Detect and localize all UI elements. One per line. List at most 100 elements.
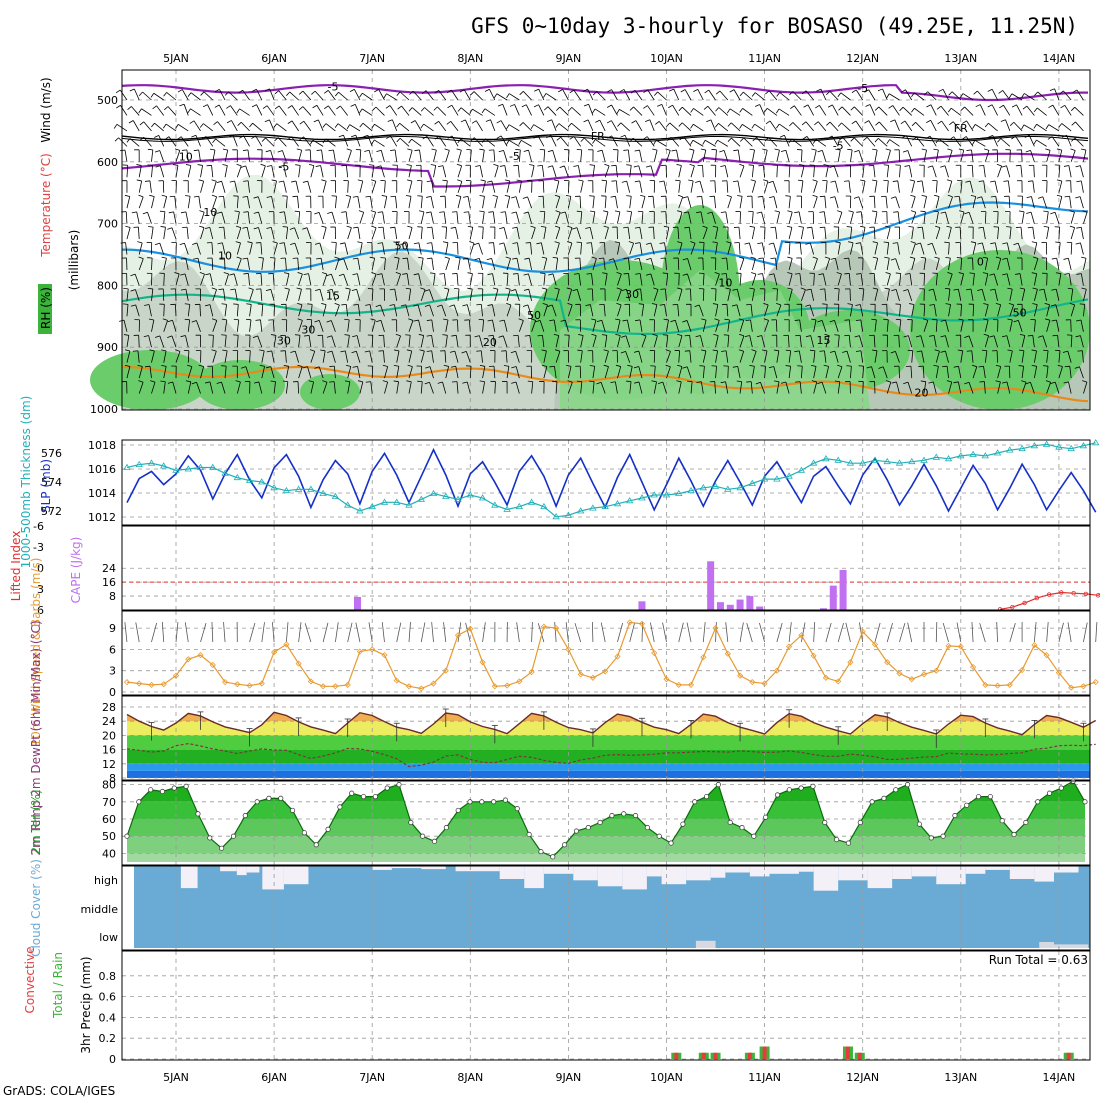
wind-barb xyxy=(1009,289,1013,301)
wind-barb xyxy=(776,304,782,317)
wind-barb-flag xyxy=(211,318,217,321)
wind-barb xyxy=(490,119,496,132)
wind-barb xyxy=(601,320,606,332)
wind-barb-flag xyxy=(826,91,831,96)
wind-barb xyxy=(701,196,704,209)
wind-barb xyxy=(242,89,250,101)
cloud-high-gap xyxy=(867,866,893,889)
wind-barb xyxy=(907,289,913,301)
date-tick-top: 7JAN xyxy=(359,52,385,65)
rh-marker xyxy=(715,782,721,788)
wind-barb-flag xyxy=(851,120,857,125)
wind-barb-flag xyxy=(560,319,566,322)
rh-marker xyxy=(230,833,236,839)
wind-barb xyxy=(289,91,299,101)
wind-barb-flag xyxy=(891,381,897,384)
thickness-tick: 572 xyxy=(41,505,62,518)
thickness-marker xyxy=(405,501,413,508)
wind-barb-flag xyxy=(580,137,585,142)
wind-barb-flag xyxy=(739,91,744,97)
wind-barb xyxy=(678,165,682,178)
wind-barb-flag xyxy=(851,89,857,93)
wind-barb-flag xyxy=(509,104,515,107)
wind-barb-flag xyxy=(261,137,266,142)
wind-barb xyxy=(821,320,827,332)
wind-barb xyxy=(764,320,769,332)
wind-barb xyxy=(425,90,434,101)
wind-barb xyxy=(1024,93,1035,101)
wind-barb-flag xyxy=(504,194,510,197)
wind-barb xyxy=(799,242,802,255)
rh-marker xyxy=(633,813,639,819)
wind-barb xyxy=(460,138,471,147)
wind-barb xyxy=(960,304,962,317)
wind-barb-flag xyxy=(1018,349,1024,352)
wind-barb xyxy=(405,304,410,317)
wind-barb-flag xyxy=(702,225,708,229)
wind-barb-flag xyxy=(776,123,780,129)
wind-barb-flag xyxy=(486,258,492,261)
temp-tick: 8 xyxy=(109,772,116,785)
wind-barb xyxy=(502,335,508,348)
wind-barb-flag xyxy=(855,319,861,322)
wind-barb-flag xyxy=(929,304,935,306)
wind-barb-flag xyxy=(751,272,757,275)
wind-barb xyxy=(882,88,888,101)
wind-barb-flag xyxy=(606,120,612,124)
wind-barb xyxy=(151,381,156,394)
wind-barb xyxy=(298,150,303,162)
wind-barb-flag xyxy=(604,163,610,167)
wind-barb xyxy=(480,304,483,317)
wind-barb-flag xyxy=(937,120,942,125)
wind-barb xyxy=(187,350,190,363)
precip-conv-bar xyxy=(845,1046,850,1059)
wind-barb-flag xyxy=(912,136,917,141)
wind-barb-flag xyxy=(522,304,528,307)
wind-barb-flag xyxy=(695,335,701,338)
wind-barb xyxy=(862,366,865,379)
wind-barb xyxy=(297,381,300,394)
rh-band xyxy=(127,801,1085,819)
wind-barb-flag xyxy=(623,226,629,229)
wind-barb-flag xyxy=(830,257,836,260)
wind-barb xyxy=(736,289,741,301)
precip-conv-bar xyxy=(1066,1052,1071,1059)
wind-barb-flag xyxy=(923,91,928,96)
wind-barb-flag xyxy=(176,136,182,140)
wind-barb-flag xyxy=(595,119,601,123)
wind-barb xyxy=(322,350,326,363)
thickness-marker xyxy=(245,476,254,483)
wind-barb-flag xyxy=(794,273,800,275)
wind-barb xyxy=(1063,90,1072,101)
wind10-barb xyxy=(355,622,361,643)
wind-barb-flag xyxy=(1076,226,1082,229)
wind-barb-flag xyxy=(338,134,344,138)
wind-barb-flag xyxy=(352,195,358,198)
wind10-marker xyxy=(1031,642,1038,649)
cloud-high-gap xyxy=(421,866,446,870)
wind-barb xyxy=(1009,304,1015,317)
rh-marker xyxy=(148,787,154,793)
wind-barb-flag xyxy=(120,242,126,244)
wind-barb-flag xyxy=(901,135,907,139)
wind-barb xyxy=(138,258,144,271)
wind-barb xyxy=(335,304,340,317)
wind-barb-flag xyxy=(262,105,268,109)
wind-barb xyxy=(408,227,413,240)
wind-barb-flag xyxy=(601,334,607,336)
wind-barb xyxy=(429,304,434,317)
thickness-marker xyxy=(343,501,352,508)
wind-barb-flag xyxy=(824,256,830,259)
isotherm-label: 20 xyxy=(915,387,929,400)
wind-barb xyxy=(1081,350,1084,363)
wind-barb xyxy=(948,258,951,271)
wind-barb-flag xyxy=(789,122,794,127)
rh-marker xyxy=(290,807,296,813)
li-marker xyxy=(1083,591,1089,597)
wind-barb-flag xyxy=(744,242,750,245)
wind-barb xyxy=(835,258,839,271)
wind-barb-flag xyxy=(890,119,896,123)
wind-barb xyxy=(175,165,179,178)
wind-barb xyxy=(930,104,937,116)
